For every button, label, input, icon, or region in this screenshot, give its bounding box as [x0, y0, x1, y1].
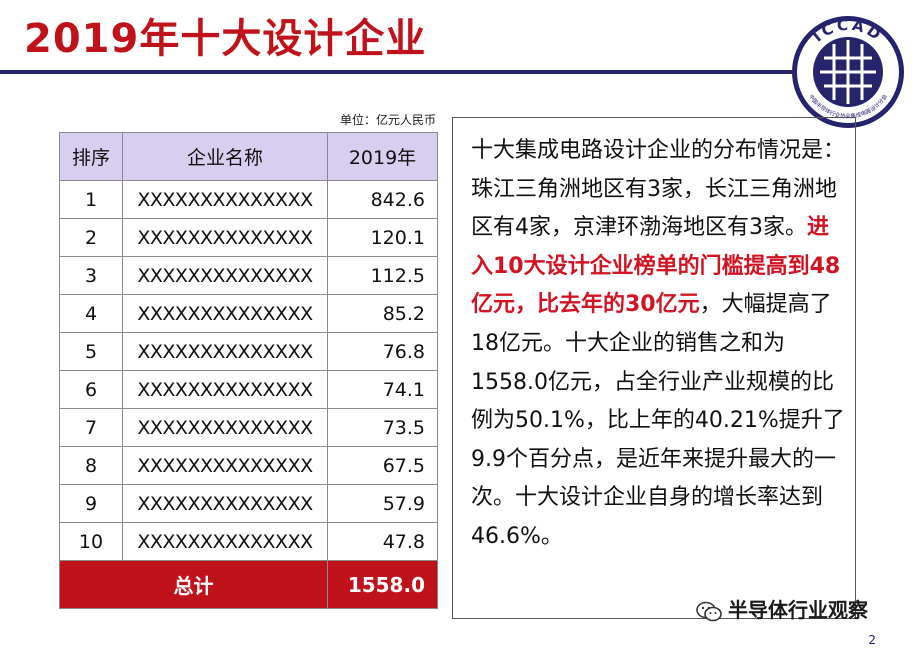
revenue-cell: 47.8: [327, 522, 438, 561]
total-label: 总计: [59, 560, 328, 609]
company-name-cell: XXXXXXXXXXXXXX: [122, 332, 328, 371]
table-row: 4 XXXXXXXXXXXXXX 85.2: [59, 294, 438, 333]
title-underline: [0, 70, 800, 74]
company-name-cell: XXXXXXXXXXXXXX: [122, 294, 328, 333]
unit-note: 单位：亿元人民币: [339, 113, 436, 127]
header-company-name: 企业名称: [122, 132, 328, 181]
revenue-cell: 73.5: [327, 408, 438, 447]
revenue-cell: 842.6: [327, 180, 438, 219]
rank-cell: 5: [59, 332, 123, 371]
company-name-cell: XXXXXXXXXXXXXX: [122, 256, 328, 295]
ranking-table: 排序 企业名称 2019年 1 XXXXXXXXXXXXXX 842.6 2 X…: [59, 132, 438, 609]
rank-cell: 3: [59, 256, 123, 295]
revenue-cell: 112.5: [327, 256, 438, 295]
table-row: 5 XXXXXXXXXXXXXX 76.8: [59, 332, 438, 371]
company-name-cell: XXXXXXXXXXXXXX: [122, 484, 328, 523]
table-row: 2 XXXXXXXXXXXXXX 120.1: [59, 218, 438, 257]
table-row: 6 XXXXXXXXXXXXXX 74.1: [59, 370, 438, 409]
table-header-row: 排序 企业名称 2019年: [59, 132, 438, 181]
company-name-cell: XXXXXXXXXXXXXX: [122, 180, 328, 219]
revenue-cell: 85.2: [327, 294, 438, 333]
wechat-icon: [696, 601, 722, 621]
revenue-cell: 57.9: [327, 484, 438, 523]
header-rank: 排序: [59, 132, 123, 181]
slide-title: 2019年十大设计企业: [24, 16, 427, 62]
company-name-cell: XXXXXXXXXXXXXX: [122, 370, 328, 409]
total-row: 总计 1558.0: [59, 560, 438, 609]
company-name-cell: XXXXXXXXXXXXXX: [122, 522, 328, 561]
summary-textbox: 十大集成电路设计企业的分布情况是：珠江三角洲地区有3家，长江三角洲地区有4家，京…: [452, 117, 856, 619]
iccad-logo: ICCAD 中国半导体行业协会集成电路设计分会: [792, 16, 904, 128]
table-row: 7 XXXXXXXXXXXXXX 73.5: [59, 408, 438, 447]
table-row: 1 XXXXXXXXXXXXXX 842.6: [59, 180, 438, 219]
company-name-cell: XXXXXXXXXXXXXX: [122, 218, 328, 257]
summary-text-part1: 十大集成电路设计企业的分布情况是：珠江三角洲地区有3家，长江三角洲地区有4家，京…: [471, 138, 846, 241]
watermark: 半导体行业观察: [696, 594, 868, 623]
summary-text-part2: ，大幅提高了18亿元。十大企业的销售之和为1558.0亿元，占全行业产业规模的比…: [471, 292, 845, 549]
rank-cell: 6: [59, 370, 123, 409]
summary-highlight: 进入10大设计企业榜单的门槛提高到48亿元，比去年的30亿元: [471, 215, 841, 318]
header-year-2019: 2019年: [327, 132, 438, 181]
table-row: 3 XXXXXXXXXXXXXX 112.5: [59, 256, 438, 295]
table-row: 9 XXXXXXXXXXXXXX 57.9: [59, 484, 438, 523]
rank-cell: 1: [59, 180, 123, 219]
rank-cell: 9: [59, 484, 123, 523]
company-name-cell: XXXXXXXXXXXXXX: [122, 408, 328, 447]
watermark-text: 半导体行业观察: [728, 598, 868, 622]
revenue-cell: 76.8: [327, 332, 438, 371]
revenue-cell: 67.5: [327, 446, 438, 485]
rank-cell: 7: [59, 408, 123, 447]
total-value: 1558.0: [327, 560, 438, 609]
rank-cell: 2: [59, 218, 123, 257]
table-row: 10 XXXXXXXXXXXXXX 47.8: [59, 522, 438, 561]
rank-cell: 4: [59, 294, 123, 333]
revenue-cell: 74.1: [327, 370, 438, 409]
table-row: 8 XXXXXXXXXXXXXX 67.5: [59, 446, 438, 485]
rank-cell: 10: [59, 522, 123, 561]
rank-cell: 8: [59, 446, 123, 485]
page-marker: 2: [868, 633, 876, 647]
revenue-cell: 120.1: [327, 218, 438, 257]
company-name-cell: XXXXXXXXXXXXXX: [122, 446, 328, 485]
